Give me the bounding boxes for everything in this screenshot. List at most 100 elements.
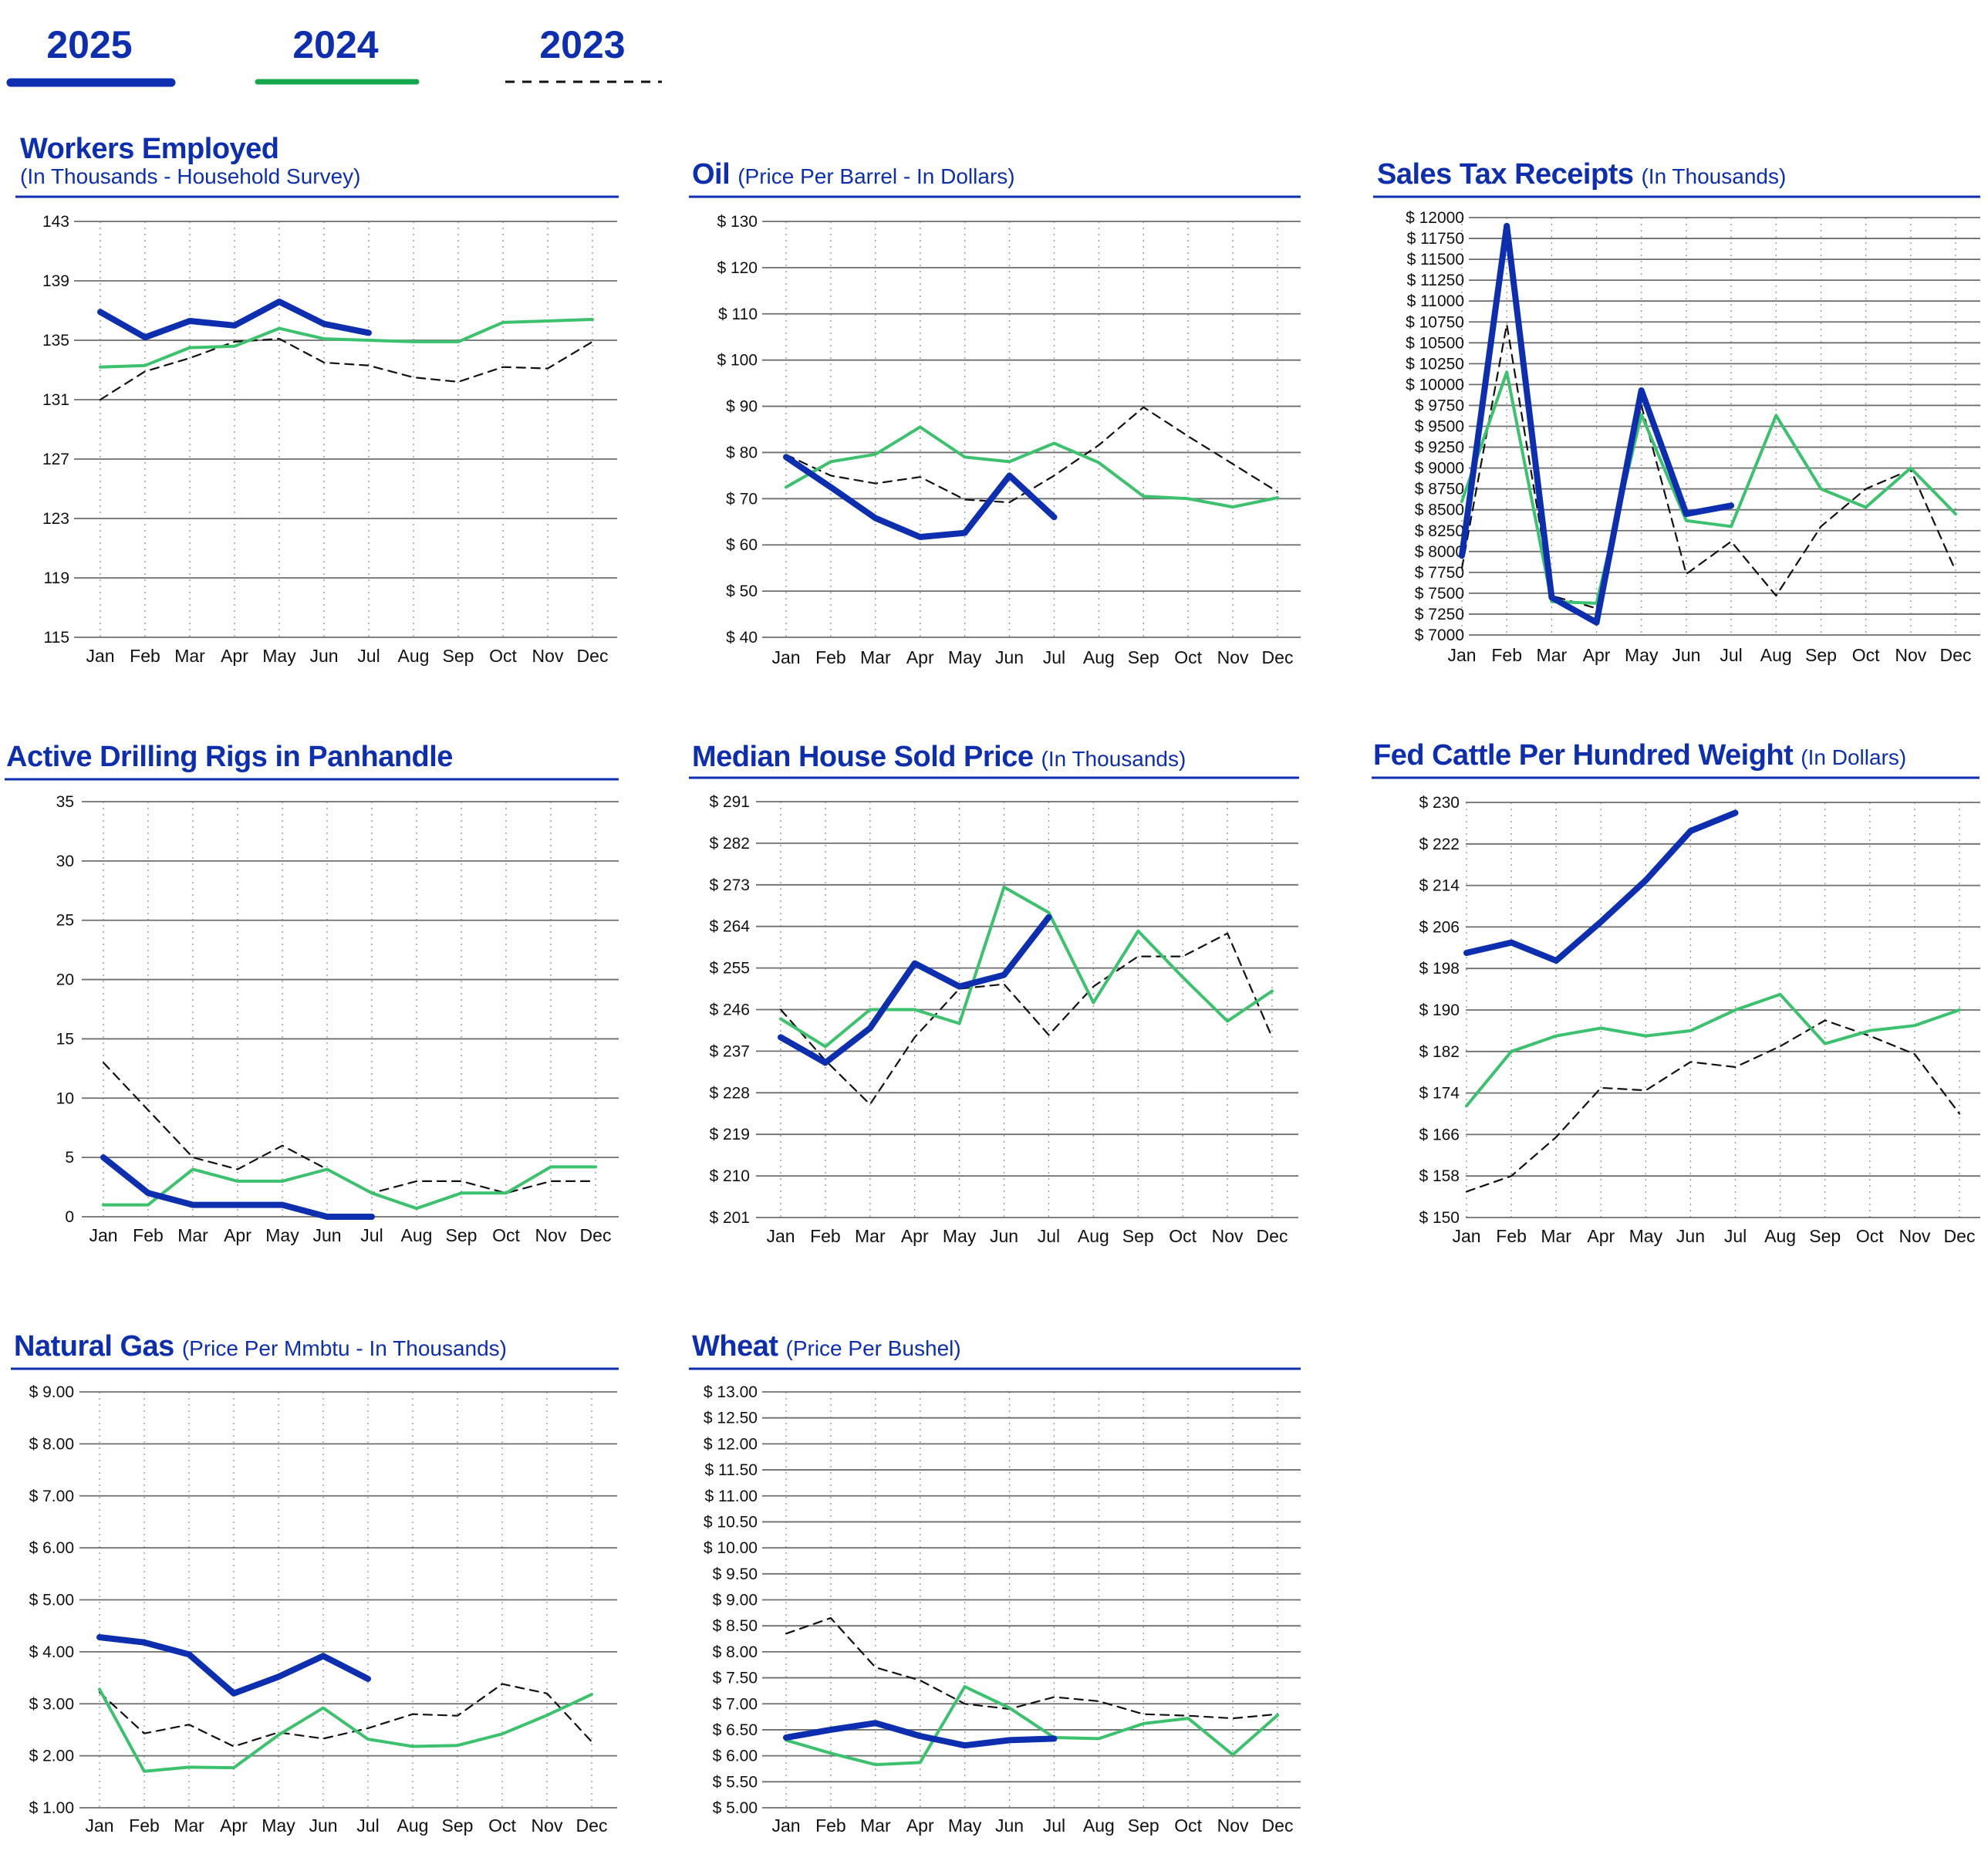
x-tick-label: Nov <box>1895 645 1926 665</box>
y-tick-label: $ 90 <box>726 398 758 416</box>
x-tick-label: Apr <box>224 1225 251 1245</box>
x-tick-label: Sep <box>1122 1226 1154 1246</box>
chart-title-sub: (In Thousands) <box>1641 164 1786 188</box>
panel-oil: Oil (Price Per Barrel - In Dollars) $ 40$… <box>689 158 1301 667</box>
y-tick-label: $ 12.00 <box>704 1435 758 1453</box>
chart-title-main: Median House Sold Price <box>692 741 1034 773</box>
y-tick-label: $ 11750 <box>1407 230 1464 248</box>
series-line-2025 <box>96 1634 371 1697</box>
y-tick-label: $ 8500 <box>1415 502 1464 519</box>
x-tick-label: Jul <box>1043 647 1065 667</box>
x-tick-label: Jul <box>1043 1815 1065 1836</box>
y-tick-label: $ 12000 <box>1406 209 1464 227</box>
y-tick-label: $ 11.50 <box>704 1461 758 1479</box>
plot-sales-tax: $ 7000 $ 7250 $ 7500 $ 7750 $ 8000 $ 8250 $ 85… <box>1406 209 1980 665</box>
x-tick-label: Sep <box>1128 647 1159 667</box>
y-tick-label: $ 10000 <box>1406 376 1464 393</box>
x-tick-label: May <box>948 647 982 667</box>
chart-title-main: Wheat <box>692 1330 778 1363</box>
x-tick-label: Jan <box>771 1815 800 1836</box>
x-tick-label: Oct <box>492 1225 520 1245</box>
x-tick-label: Nov <box>1899 1226 1930 1246</box>
y-tick-label: $ 201 <box>709 1209 750 1227</box>
y-tick-label: $ 7.00 <box>713 1695 758 1713</box>
x-tick-label: Feb <box>810 1226 841 1246</box>
y-tick-label: 127 <box>42 451 69 468</box>
x-tick-label: Aug <box>401 1225 433 1245</box>
x-tick-label: Jun <box>1676 1226 1705 1246</box>
y-tick-label: $ 10750 <box>1406 313 1464 331</box>
x-tick-label: Mar <box>174 1815 204 1836</box>
y-tick-label: $ 219 <box>709 1126 750 1143</box>
series-line-2023 <box>779 932 1274 1106</box>
x-tick-label: Dec <box>1262 1815 1294 1836</box>
y-tick-label: $ 282 <box>709 835 750 853</box>
x-tick-label: Dec <box>576 1815 608 1836</box>
x-tick-label: Dec <box>1944 1226 1976 1246</box>
x-tick-label: Sep <box>442 1815 474 1836</box>
chart-title: Fed Cattle Per Hundred Weight (In Dollars… <box>1373 739 1906 772</box>
series-line-2024 <box>1465 992 1961 1108</box>
plot-wheat: $ 5.00 $ 5.50 $ 6.00 $ 6.50 $ 7.00 $ 7.50 $ 8.… <box>704 1383 1301 1836</box>
y-tick-label: $ 190 <box>1419 1001 1460 1019</box>
x-tick-label: May <box>265 1225 299 1245</box>
chart-title-main: Natural Gas <box>14 1330 174 1363</box>
chart-title: Median House Sold Price (In Thousands) <box>692 741 1186 773</box>
chart-title-sub: (Price Per Bushel) <box>786 1336 961 1360</box>
y-tick-label: $ 7750 <box>1415 564 1464 582</box>
series-line-2025 <box>783 454 1058 540</box>
y-tick-label: $ 7250 <box>1415 606 1464 623</box>
x-tick-label: Feb <box>130 646 160 666</box>
panel-fed-cattle: Fed Cattle Per Hundred Weight (In Dollars… <box>1372 739 1980 1246</box>
chart-title: Workers Employed <box>20 133 279 165</box>
x-tick-label: Mar <box>177 1225 208 1245</box>
y-tick-label: $ 246 <box>709 1001 750 1019</box>
y-tick-label: 119 <box>44 569 69 587</box>
x-tick-label: Aug <box>397 1815 429 1836</box>
x-tick-label: Feb <box>1496 1226 1527 1246</box>
x-tick-label: Feb <box>815 647 846 667</box>
series-line-2023 <box>785 1617 1279 1720</box>
y-tick-label: $ 150 <box>1419 1209 1460 1227</box>
y-tick-label: $ 7000 <box>1415 627 1464 644</box>
y-tick-label: $ 50 <box>726 583 758 600</box>
x-tick-label: Apr <box>221 646 248 666</box>
x-tick-label: May <box>1629 1226 1663 1246</box>
y-tick-label: $ 11500 <box>1407 251 1464 269</box>
x-tick-label: Aug <box>1764 1226 1796 1246</box>
x-tick-label: Aug <box>1083 647 1115 667</box>
x-tick-label: Jun <box>1672 645 1700 665</box>
x-tick-label: Oct <box>1852 645 1880 665</box>
x-tick-label: Oct <box>488 1815 516 1836</box>
x-tick-label: Apr <box>906 647 934 667</box>
y-tick-label: $ 6.50 <box>713 1721 758 1739</box>
y-tick-label: $ 9000 <box>1415 460 1464 478</box>
series-line-2025 <box>100 1154 375 1220</box>
series-line-2024 <box>98 1687 593 1773</box>
y-tick-label: 135 <box>42 332 69 350</box>
series-line-2025 <box>783 1720 1058 1749</box>
chart-title: Oil (Price Per Barrel - In Dollars) <box>692 158 1015 191</box>
y-tick-label: $ 60 <box>726 536 758 554</box>
x-tick-label: Mar <box>1541 1226 1571 1246</box>
y-tick-label: $ 10250 <box>1406 355 1464 373</box>
legend-entry-2023: 2023 <box>505 23 662 83</box>
series-line-2023 <box>785 406 1279 504</box>
panel-sales-tax: Sales Tax Receipts (In Thousands) $ 7000$… <box>1373 158 1980 665</box>
x-tick-label: Apr <box>220 1815 248 1836</box>
legend-entry-2024: 2024 <box>255 23 420 85</box>
y-tick-label: 115 <box>44 629 69 647</box>
y-tick-label: $ 4.00 <box>29 1643 74 1661</box>
x-tick-label: Jul <box>360 1225 383 1245</box>
x-tick-label: Feb <box>129 1815 160 1836</box>
series-line-2023 <box>1465 1019 1961 1193</box>
plot-workers-employed: 115 119 123 127 131 135 139 143 Jan Feb Mar Apr May J… <box>42 213 617 666</box>
x-tick-label: Sep <box>1809 1226 1841 1246</box>
y-tick-label: $ 1.00 <box>29 1799 74 1817</box>
x-tick-label: Jan <box>1452 1226 1480 1246</box>
panel-drilling-rigs: Active Drilling Rigs in Panhandle 0 5 10 15… <box>5 741 619 1245</box>
x-tick-label: Feb <box>133 1225 164 1245</box>
x-tick-label: Nov <box>532 1815 563 1836</box>
plot-natural-gas: $ 1.00 $ 2.00 $ 3.00 $ 4.00 $ 5.00 $ 6.00 $ 7.… <box>29 1383 617 1836</box>
